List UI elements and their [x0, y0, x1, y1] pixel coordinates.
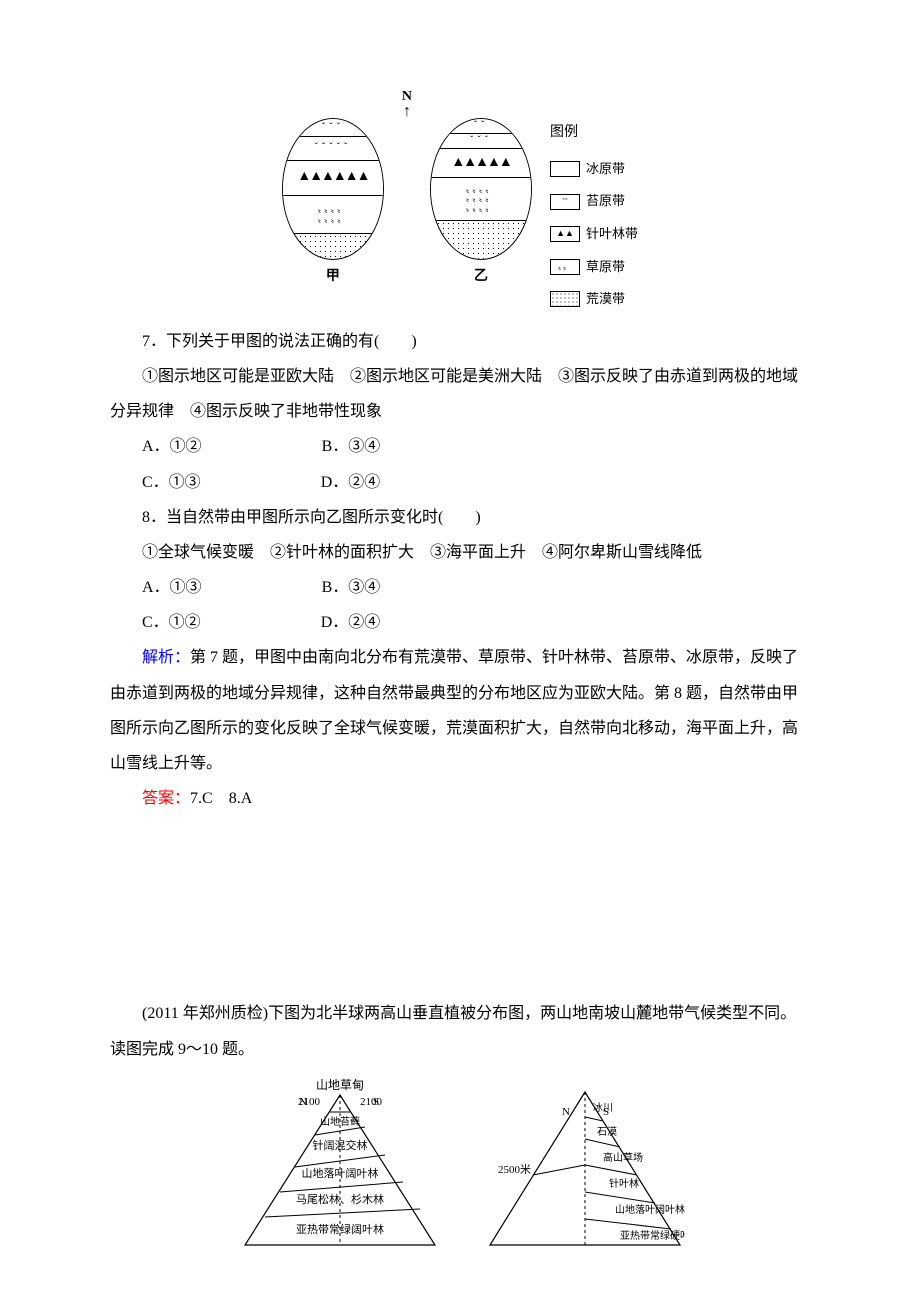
q7-optD: D．②④: [321, 474, 381, 491]
oval-b: ˇˇ ˇˇˇ ▲▲▲▲▲ 〟〟〟〟 〟〟〟〟 〟〟〟〟 40°: [430, 118, 532, 260]
legend-label: 苔原带: [586, 187, 625, 216]
mtn-left-b4: 亚热带常绿阔叶林: [296, 1222, 384, 1236]
figure-mountains: 山地草甸 N 2100 2100 S 山地苔藓 针阔混交林 山地落叶阔叶林 马尾…: [110, 1077, 810, 1252]
band-desert: [431, 220, 531, 259]
q7-opts-cd: C．①③ D．②④: [110, 465, 810, 500]
mtn-right-b3: 针叶林: [609, 1177, 639, 1190]
oval-b-wrap: ˇˇ ˇˇˇ ▲▲▲▲▲ 〟〟〟〟 〟〟〟〟 〟〟〟〟 40° 乙: [430, 100, 532, 293]
mtn-right-b1: 石漠: [597, 1126, 617, 1138]
answer-text: 7.C 8.A: [190, 790, 252, 807]
north-label: N: [402, 90, 412, 104]
swatch-conifer: ▲▲: [550, 226, 580, 242]
legend-row-desert: 荒漠带: [550, 285, 638, 314]
q8-optD: D．②④: [321, 614, 381, 631]
legend: 图例 冰原带 ˇˇ 苔原带 ▲▲ 针叶林带 〟〟 草原带 荒漠带: [550, 118, 638, 314]
band-conifer: ▲▲▲▲▲: [431, 148, 531, 177]
q8-items: ①全球气候变暖 ②针叶林的面积扩大 ③海平面上升 ④阿尔卑斯山雪线降低: [110, 535, 810, 570]
band-ice: ˇˇ: [431, 119, 531, 133]
mtn-left-top: 山地草甸: [316, 1078, 364, 1092]
mtn-left-elev-r: 2100: [360, 1096, 383, 1108]
analysis: 解析：第 7 题，甲图中由南向北分布有荒漠带、草原带、针叶林带、苔原带、冰原带，…: [110, 640, 810, 781]
q7-opts-ab: A．①② B．③④: [110, 429, 810, 464]
analysis-label: 解析：: [142, 649, 190, 666]
legend-label: 荒漠带: [586, 285, 625, 314]
mtn-left-b1: 针阔混交林: [313, 1138, 368, 1152]
q7-optB: B．③④: [322, 438, 381, 455]
q7-items: ①图示地区可能是亚欧大陆 ②图示地区可能是美洲大陆 ③图示反映了由赤道到两极的地…: [110, 359, 810, 429]
mountain-left: 山地草甸 N 2100 2100 S 山地苔藓 针阔混交林 山地落叶阔叶林 马尾…: [235, 1077, 445, 1252]
legend-label: 冰原带: [586, 155, 625, 184]
mtn-right-n: N: [562, 1106, 570, 1118]
caption-a: 甲: [326, 262, 340, 293]
q8-optB: B．③④: [322, 579, 381, 596]
q8-opts-cd: C．①② D．②④: [110, 605, 810, 640]
north-indicator: N ↑: [402, 90, 412, 121]
mountain-right: N S 2500米 冰川 石漠 高山草场 针叶林 山地落叶阔叶林 亚热带常绿硬叶…: [475, 1077, 685, 1252]
q7-optC: C．①③: [142, 474, 201, 491]
figure-ovals: ˇˇˇ ˇˇˇˇˇ ▲▲▲▲▲▲ 〟〟〟〟 〟〟〟〟 40° 甲 N ↑: [110, 100, 810, 314]
legend-label: 草原带: [586, 253, 625, 282]
legend-row-tundra: ˇˇ 苔原带: [550, 187, 638, 216]
q7-stem: 7．下列关于甲图的说法正确的有( ): [110, 324, 810, 359]
arrow-up-icon: ↑: [403, 106, 411, 119]
legend-row-grass: 〟〟 草原带: [550, 253, 638, 282]
mtn-right-elev: 2500米: [498, 1163, 531, 1176]
q7-optA: A．①②: [142, 438, 202, 455]
swatch-grass: 〟〟: [550, 259, 580, 275]
band-grass: 〟〟〟〟 〟〟〟〟: [283, 195, 383, 233]
band-tundra: ˇˇˇ: [431, 133, 531, 148]
legend-title: 图例: [550, 118, 638, 149]
oval-a-wrap: ˇˇˇ ˇˇˇˇˇ ▲▲▲▲▲▲ 〟〟〟〟 〟〟〟〟 40° 甲: [282, 100, 384, 293]
band-grass: 〟〟〟〟 〟〟〟〟 〟〟〟〟: [431, 177, 531, 220]
page-gap: [110, 816, 810, 996]
caption-b: 乙: [474, 262, 488, 293]
mtn-right-b4: 山地落叶阔叶林: [615, 1203, 685, 1216]
mtn-right-b5: 亚热带常绿硬叶林: [620, 1229, 685, 1242]
mtn-left-elev-l: 2100: [298, 1096, 321, 1108]
band-desert: [283, 233, 383, 259]
mtn-left-b0: 山地苔藓: [320, 1115, 360, 1128]
swatch-desert: [550, 291, 580, 307]
mtn-left-s: S: [373, 1096, 379, 1108]
legend-row-ice: 冰原带: [550, 155, 638, 184]
analysis-text: 第 7 题，甲图中由南向北分布有荒漠带、草原带、针叶林带、苔原带、冰原带，反映了…: [110, 649, 798, 772]
mtn-left-b2: 山地落叶阔叶林: [302, 1166, 379, 1180]
swatch-ice: [550, 161, 580, 177]
mtn-right-b0: 冰川: [593, 1101, 613, 1114]
legend-row-conifer: ▲▲ 针叶林带: [550, 220, 638, 249]
band-ice: ˇˇˇ: [283, 119, 383, 136]
intro-910: (2011 年郑州质检)下图为北半球两高山垂直植被分布图，两山地南坡山麓地带气候…: [110, 996, 810, 1066]
q8-optC: C．①②: [142, 614, 201, 631]
swatch-tundra: ˇˇ: [550, 194, 580, 210]
oval-a: ˇˇˇ ˇˇˇˇˇ ▲▲▲▲▲▲ 〟〟〟〟 〟〟〟〟 40°: [282, 118, 384, 260]
q8-stem: 8．当自然带由甲图所示向乙图所示变化时( ): [110, 500, 810, 535]
legend-label: 针叶林带: [586, 220, 638, 249]
answer-label: 答案：: [142, 790, 190, 807]
band-conifer: ▲▲▲▲▲▲: [283, 160, 383, 196]
q8-opts-ab: A．①③ B．③④: [110, 570, 810, 605]
mtn-left-b3: 马尾松林、杉木林: [296, 1192, 384, 1206]
mtn-right-b2: 高山草场: [603, 1151, 643, 1164]
answer: 答案：7.C 8.A: [110, 781, 810, 816]
q8-optA: A．①③: [142, 579, 202, 596]
band-tundra: ˇˇˇˇˇ: [283, 136, 383, 159]
